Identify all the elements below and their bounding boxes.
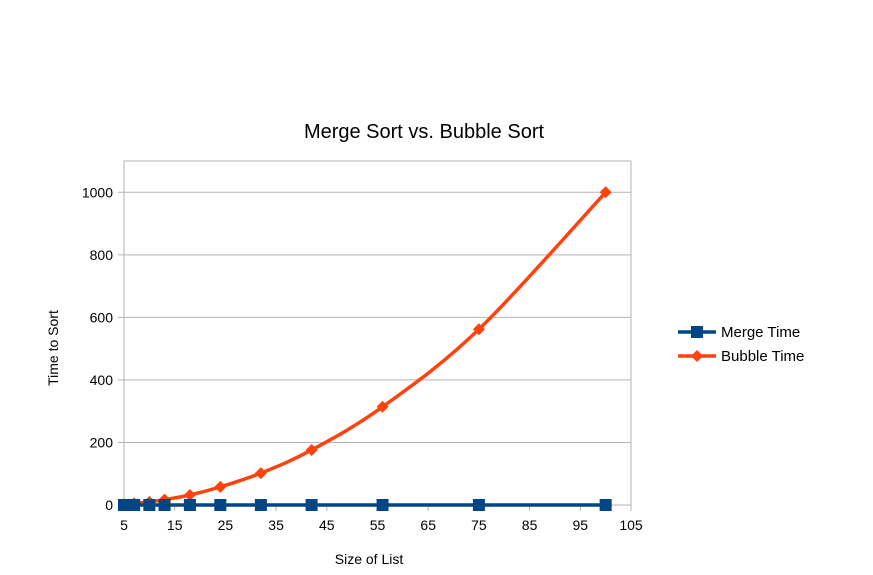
merge-time-point xyxy=(254,499,267,511)
bubble-time-line xyxy=(123,191,607,507)
y-tick-label: 400 xyxy=(90,372,114,388)
merge-time-point xyxy=(118,499,130,511)
legend-bubble-time-label: Bubble Time xyxy=(721,348,804,365)
x-axis-label: Size of List xyxy=(335,551,404,567)
x-tick-label: 85 xyxy=(522,517,538,533)
merge-time-point xyxy=(472,499,485,511)
bubble-time-point xyxy=(599,186,612,199)
legend-merge-time-marker xyxy=(691,326,703,338)
bubble-time-point xyxy=(472,323,485,336)
x-tick-label: 35 xyxy=(268,517,284,533)
merge-time-point xyxy=(599,499,612,511)
x-tick-label: 15 xyxy=(167,517,183,533)
x-tick-label: 55 xyxy=(370,517,386,533)
merge-time-point xyxy=(143,499,156,511)
y-tick-label: 200 xyxy=(90,434,114,450)
x-tick-label: 5 xyxy=(120,517,128,533)
x-tick-label: 25 xyxy=(218,517,234,533)
bubble-time-point xyxy=(183,488,196,501)
merge-time-point xyxy=(214,499,227,511)
legend-bubble-time-marker xyxy=(691,350,703,362)
merge-time-point xyxy=(128,499,141,511)
legend-merge-time-label: Merge Time xyxy=(721,324,800,341)
bubble-time-point xyxy=(376,400,389,413)
x-tick-label: 45 xyxy=(319,517,335,533)
x-tick-label: 75 xyxy=(471,517,487,533)
x-tick-label: 95 xyxy=(573,517,589,533)
plot-area: 0 200 400 600 800 1000 5 15 25 35 45 55 65 75 85 95 105 xyxy=(82,160,643,533)
merge-time-point xyxy=(158,499,171,511)
merge-time-point xyxy=(305,499,318,511)
plot-frame xyxy=(123,160,632,506)
bubble-time-point xyxy=(214,480,227,493)
merge-time-point xyxy=(183,499,196,511)
chart-title: Merge Sort vs. Bubble Sort xyxy=(304,121,545,143)
x-tick-label: 65 xyxy=(420,517,436,533)
x-tick-label: 105 xyxy=(619,517,643,533)
y-tick-label: 1000 xyxy=(82,184,113,200)
y-tick-label: 800 xyxy=(90,247,114,263)
bubble-time-point xyxy=(305,443,318,456)
merge-time-point xyxy=(376,499,389,511)
y-axis-label: Time to Sort xyxy=(45,310,61,386)
bubble-time-point xyxy=(254,467,267,480)
y-tick-label: 600 xyxy=(90,309,114,325)
y-tick-label: 0 xyxy=(105,497,113,513)
legend: Merge Time Bubble Time xyxy=(678,324,804,365)
